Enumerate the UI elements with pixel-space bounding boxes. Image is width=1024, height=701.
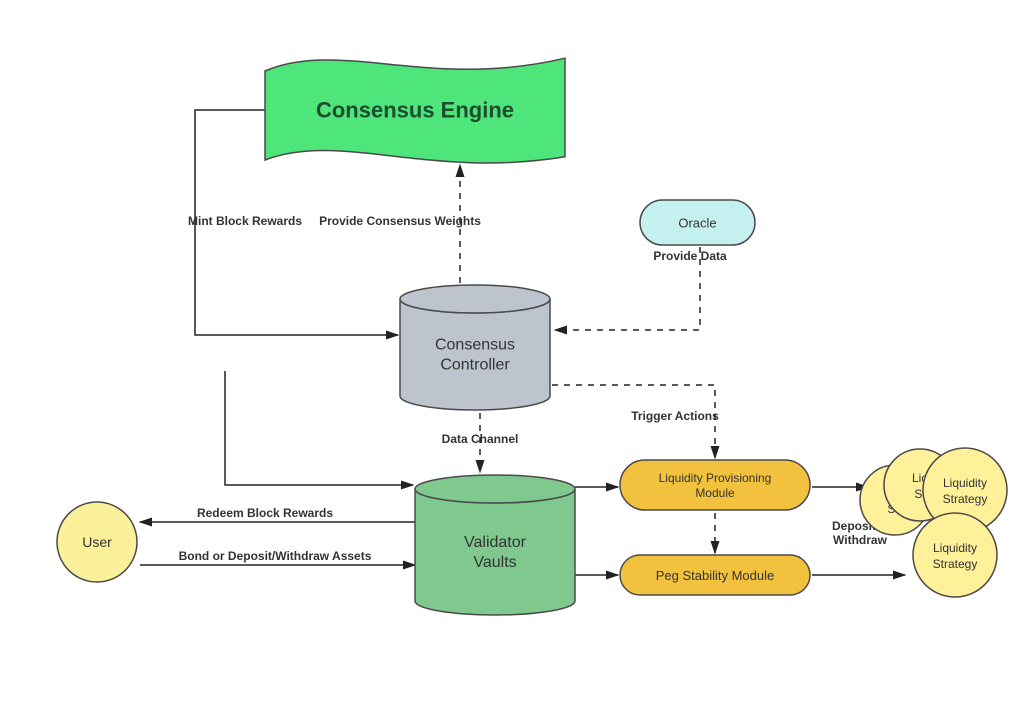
svg-text:Peg Stability Module: Peg Stability Module bbox=[656, 568, 775, 583]
edge-provide-data-label: Provide Data bbox=[653, 249, 727, 263]
svg-text:Strategy: Strategy bbox=[943, 492, 988, 506]
svg-text:Validator: Validator bbox=[464, 534, 527, 551]
node-liquidity-provisioning-module: Liquidity ProvisioningModule bbox=[620, 460, 810, 510]
edge-bond-assets-label: Bond or Deposit/Withdraw Assets bbox=[179, 549, 372, 563]
node-liquidity-strategy-4: Liquidity Strategy bbox=[913, 513, 997, 597]
svg-text:Strategy: Strategy bbox=[933, 557, 978, 571]
node-consensus-controller: Consensus Controller bbox=[400, 285, 550, 410]
node-oracle: Oracle bbox=[640, 200, 755, 245]
svg-text:Consensus Engine: Consensus Engine bbox=[316, 98, 514, 123]
svg-text:Vaults: Vaults bbox=[473, 554, 516, 571]
node-validator-vaults: Validator Vaults bbox=[415, 475, 575, 615]
edge-provide-weights-label: Provide Consensus Weights bbox=[319, 214, 481, 228]
node-peg-stability-module: Peg Stability Module bbox=[620, 555, 810, 595]
svg-text:User: User bbox=[82, 534, 112, 550]
node-consensus-engine: Consensus Engine bbox=[265, 58, 565, 163]
edge-redeem-rewards-label: Redeem Block Rewards bbox=[197, 506, 333, 520]
edge-data-channel-label: Data Channel bbox=[442, 432, 519, 446]
edge-trigger-actions-label: Trigger Actions bbox=[631, 409, 719, 423]
svg-text:Controller: Controller bbox=[440, 357, 510, 374]
node-user: User bbox=[57, 502, 137, 582]
svg-text:Module: Module bbox=[695, 486, 735, 500]
edge-mint-rewards-label: Mint Block Rewards bbox=[188, 214, 302, 228]
svg-text:Oracle: Oracle bbox=[678, 216, 716, 231]
architecture-diagram: Mint Block Rewards Provide Consensus Weig… bbox=[0, 0, 1024, 701]
svg-text:Liquidity: Liquidity bbox=[943, 476, 987, 490]
svg-text:Liquidity Provisioning: Liquidity Provisioning bbox=[659, 471, 772, 485]
svg-text:Liquidity: Liquidity bbox=[933, 541, 977, 555]
svg-text:Consensus: Consensus bbox=[435, 337, 515, 354]
svg-text:Withdraw: Withdraw bbox=[833, 533, 888, 547]
